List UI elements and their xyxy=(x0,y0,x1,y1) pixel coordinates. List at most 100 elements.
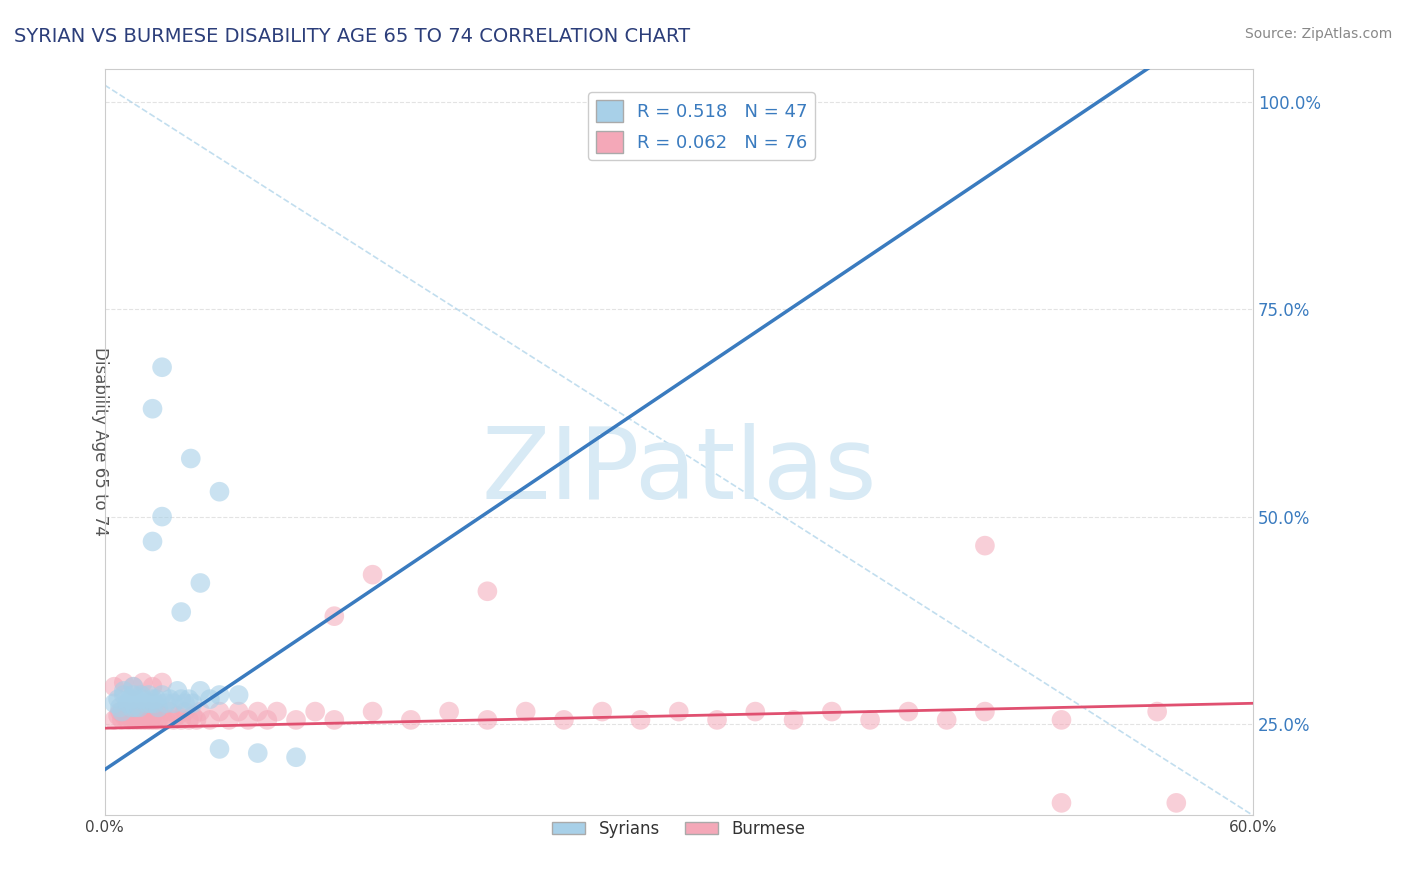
Point xyxy=(143,696,166,710)
Point xyxy=(246,705,269,719)
Point xyxy=(228,688,250,702)
Point xyxy=(186,713,208,727)
Point xyxy=(145,705,167,719)
Point xyxy=(155,713,177,727)
Point xyxy=(180,451,202,466)
Point xyxy=(114,705,136,719)
Point xyxy=(122,705,145,719)
Point xyxy=(166,708,188,723)
Text: Source: ZipAtlas.com: Source: ZipAtlas.com xyxy=(1244,27,1392,41)
Point xyxy=(399,713,422,727)
Point xyxy=(103,696,125,710)
Point xyxy=(246,746,269,760)
Point xyxy=(159,705,181,719)
Point xyxy=(103,713,125,727)
Text: ZIPatlas: ZIPatlas xyxy=(481,424,876,520)
Point xyxy=(141,534,163,549)
Point xyxy=(177,713,200,727)
Point xyxy=(477,713,499,727)
Point xyxy=(1166,796,1188,810)
Point xyxy=(1146,705,1168,719)
Point xyxy=(1050,796,1073,810)
Point xyxy=(859,713,882,727)
Point xyxy=(121,713,143,727)
Point xyxy=(150,708,173,723)
Point xyxy=(515,705,537,719)
Point xyxy=(170,692,193,706)
Point xyxy=(177,692,200,706)
Text: SYRIAN VS BURMESE DISABILITY AGE 65 TO 74 CORRELATION CHART: SYRIAN VS BURMESE DISABILITY AGE 65 TO 7… xyxy=(14,27,690,45)
Point xyxy=(103,680,125,694)
Point xyxy=(256,713,278,727)
Point xyxy=(127,692,149,706)
Point xyxy=(706,713,728,727)
Point xyxy=(108,700,131,714)
Point xyxy=(134,708,156,723)
Point xyxy=(744,705,766,719)
Point xyxy=(112,708,135,723)
Point xyxy=(198,692,221,706)
Point xyxy=(124,713,146,727)
Point xyxy=(129,688,152,702)
Point xyxy=(150,360,173,375)
Point xyxy=(148,713,170,727)
Point xyxy=(821,705,844,719)
Point xyxy=(174,696,197,710)
Point xyxy=(111,705,134,719)
Point xyxy=(323,713,346,727)
Point xyxy=(117,696,139,710)
Point xyxy=(782,713,804,727)
Point xyxy=(181,696,204,710)
Point xyxy=(935,713,957,727)
Point xyxy=(138,705,160,719)
Point xyxy=(323,609,346,624)
Point xyxy=(138,688,160,702)
Point xyxy=(1050,713,1073,727)
Point xyxy=(117,713,139,727)
Point xyxy=(974,705,997,719)
Point xyxy=(238,713,260,727)
Point xyxy=(108,705,131,719)
Point xyxy=(190,705,212,719)
Point xyxy=(135,696,157,710)
Point xyxy=(162,696,184,710)
Point xyxy=(139,713,162,727)
Point xyxy=(141,401,163,416)
Point xyxy=(128,713,150,727)
Point xyxy=(591,705,613,719)
Point xyxy=(107,692,129,706)
Point xyxy=(361,567,384,582)
Point xyxy=(107,708,129,723)
Point xyxy=(974,539,997,553)
Point xyxy=(127,708,149,723)
Point xyxy=(159,692,181,706)
Point xyxy=(128,700,150,714)
Point xyxy=(198,713,221,727)
Point xyxy=(285,713,308,727)
Point xyxy=(145,692,167,706)
Point xyxy=(162,713,184,727)
Point xyxy=(122,688,145,702)
Point xyxy=(190,683,212,698)
Point xyxy=(266,705,288,719)
Point xyxy=(111,713,134,727)
Point xyxy=(139,696,162,710)
Point xyxy=(135,713,157,727)
Point xyxy=(218,713,240,727)
Point xyxy=(132,692,155,706)
Point xyxy=(477,584,499,599)
Point xyxy=(668,705,690,719)
Legend: Syrians, Burmese: Syrians, Burmese xyxy=(546,813,813,845)
Point xyxy=(141,680,163,694)
Point xyxy=(174,705,197,719)
Point xyxy=(208,742,231,756)
Point xyxy=(228,705,250,719)
Point xyxy=(181,708,204,723)
Point xyxy=(208,688,231,702)
Point xyxy=(285,750,308,764)
Point xyxy=(897,705,920,719)
Point xyxy=(630,713,652,727)
Point xyxy=(437,705,460,719)
Point xyxy=(141,708,163,723)
Point xyxy=(150,509,173,524)
